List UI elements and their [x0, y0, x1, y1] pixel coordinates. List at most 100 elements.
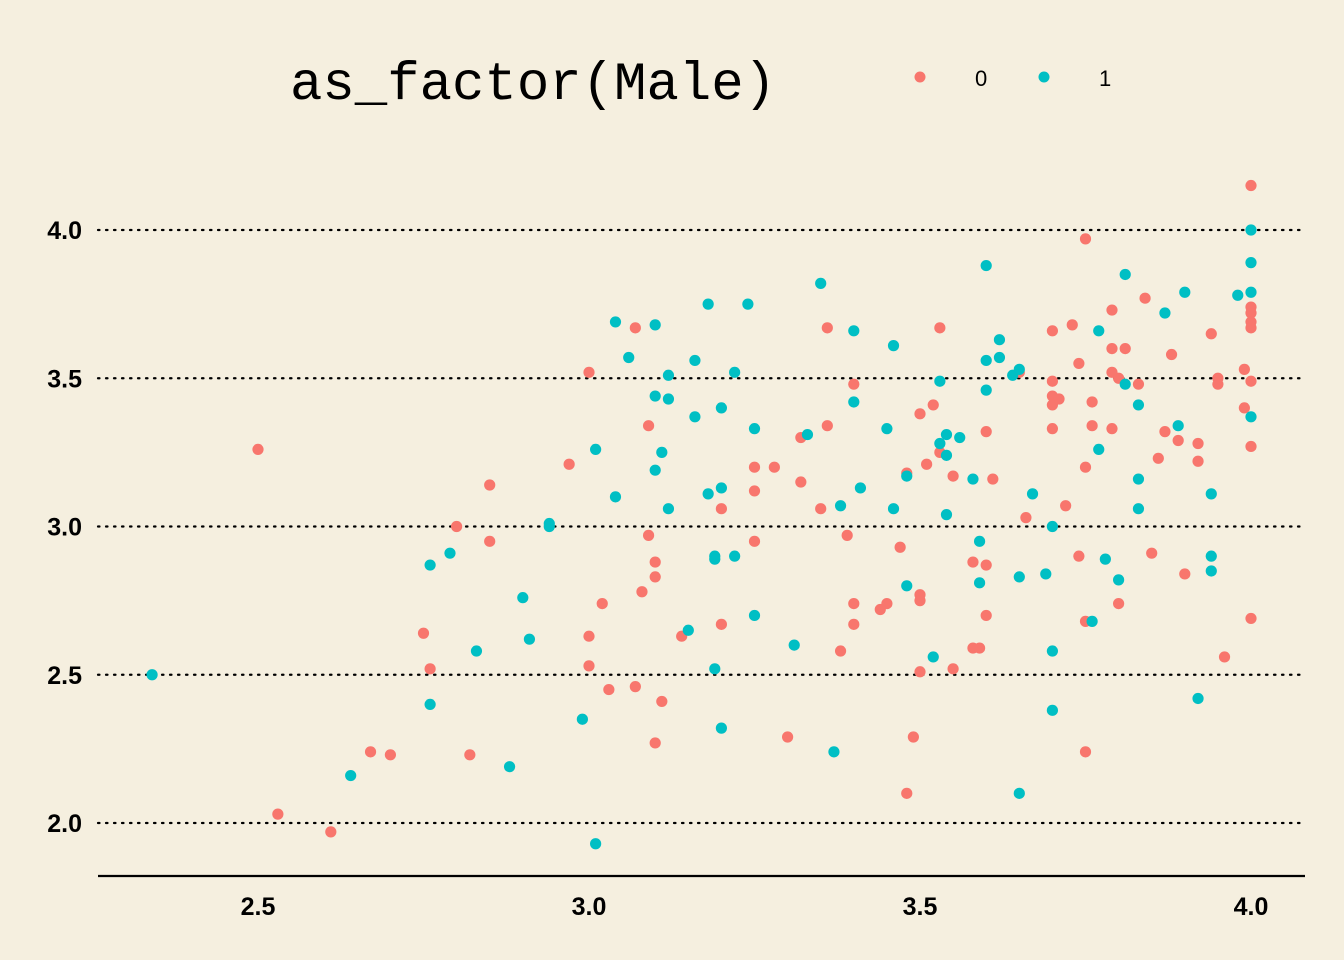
point-series-0: [636, 586, 648, 598]
point-series-1: [590, 838, 602, 850]
point-series-0: [603, 683, 615, 696]
point-series-0: [1205, 328, 1217, 340]
point-series-0: [848, 378, 860, 390]
point-series-1: [424, 559, 436, 571]
point-series-1: [1132, 503, 1145, 515]
point-series-1: [934, 437, 946, 450]
point-series-1: [729, 366, 741, 378]
point-series-0: [1165, 348, 1178, 361]
point-series-1: [444, 547, 456, 559]
point-series-0: [1152, 452, 1164, 464]
point-series-0: [980, 426, 992, 438]
point-series-1: [940, 509, 953, 521]
legend-title: as_factor(Male): [290, 55, 776, 116]
point-series-1: [1086, 615, 1098, 627]
point-series-0: [451, 520, 463, 533]
point-series-1: [887, 503, 900, 515]
point-series-0: [782, 731, 794, 743]
point-series-0: [748, 485, 761, 497]
point-series-1: [649, 464, 661, 476]
y-tick-label: 3.5: [47, 365, 82, 393]
point-series-1: [662, 503, 675, 515]
point-series-1: [576, 713, 588, 725]
point-series-0: [583, 630, 595, 642]
point-series-1: [609, 316, 622, 328]
point-series-0: [1066, 319, 1078, 331]
point-series-0: [1053, 393, 1065, 405]
point-series-0: [1245, 440, 1257, 453]
point-series-0: [934, 322, 946, 334]
point-series-1: [1013, 571, 1025, 583]
point-series-0: [1192, 437, 1204, 450]
point-series-1: [1013, 363, 1025, 375]
point-series-1: [980, 259, 992, 272]
point-series-0: [1245, 375, 1257, 387]
point-series-1: [954, 431, 966, 444]
point-series-1: [1013, 787, 1025, 799]
point-series-0: [1073, 357, 1085, 370]
point-series-1: [980, 354, 992, 367]
point-series-0: [1245, 322, 1257, 334]
point-series-0: [424, 663, 436, 675]
point-series-1: [828, 746, 840, 758]
point-series-0: [272, 808, 284, 820]
point-series-0: [1079, 746, 1092, 758]
point-series-0: [649, 737, 661, 749]
point-series-0: [973, 642, 986, 654]
point-series-0: [881, 597, 893, 610]
point-series-0: [1245, 612, 1257, 625]
point-series-0: [1245, 307, 1257, 319]
point-series-1: [503, 761, 516, 773]
point-series-1: [1205, 550, 1217, 562]
point-series-0: [947, 663, 959, 675]
point-series-0: [1218, 651, 1231, 663]
point-series-1: [682, 624, 694, 636]
point-series-0: [1119, 343, 1131, 355]
point-series-1: [649, 390, 661, 402]
point-series-0: [384, 749, 396, 761]
point-series-1: [590, 443, 602, 456]
point-series-1: [715, 722, 728, 734]
point-series-0: [841, 529, 853, 541]
point-series-0: [907, 731, 919, 743]
point-series-1: [702, 488, 714, 500]
point-series-1: [901, 470, 913, 482]
point-series-0: [834, 645, 847, 657]
point-series-1: [993, 351, 1006, 364]
point-series-1: [1245, 224, 1257, 236]
point-series-0: [1179, 568, 1191, 580]
point-series-0: [921, 458, 933, 470]
point-series-1: [848, 396, 860, 408]
legend-key-0: [914, 71, 926, 83]
y-tick-label: 3.0: [47, 514, 82, 542]
point-series-0: [464, 749, 476, 761]
point-series-1: [662, 393, 675, 405]
point-series-0: [715, 618, 728, 630]
point-series-0: [914, 666, 926, 678]
x-tick-label: 3.0: [572, 893, 607, 921]
point-series-1: [1093, 443, 1105, 456]
point-series-1: [1205, 488, 1217, 500]
point-series-1: [715, 402, 728, 414]
point-series-0: [894, 541, 906, 553]
point-series-1: [470, 645, 483, 657]
point-series-1: [1245, 411, 1257, 423]
point-series-1: [1205, 565, 1217, 577]
x-tick-label: 4.0: [1234, 893, 1269, 921]
point-series-0: [1073, 550, 1085, 562]
point-series-1: [1046, 520, 1058, 533]
point-series-1: [940, 449, 953, 461]
point-series-1: [848, 325, 860, 337]
y-tick-label: 2.0: [47, 810, 82, 838]
point-series-1: [709, 553, 721, 565]
point-series-0: [947, 470, 959, 482]
point-series-1: [801, 428, 814, 441]
legend-label-0: 0: [975, 66, 987, 91]
point-series-1: [689, 411, 701, 423]
point-series-0: [967, 556, 979, 568]
point-series-1: [1113, 574, 1125, 586]
point-series-0: [821, 322, 833, 334]
point-series-0: [1132, 378, 1145, 390]
point-series-0: [715, 503, 728, 515]
